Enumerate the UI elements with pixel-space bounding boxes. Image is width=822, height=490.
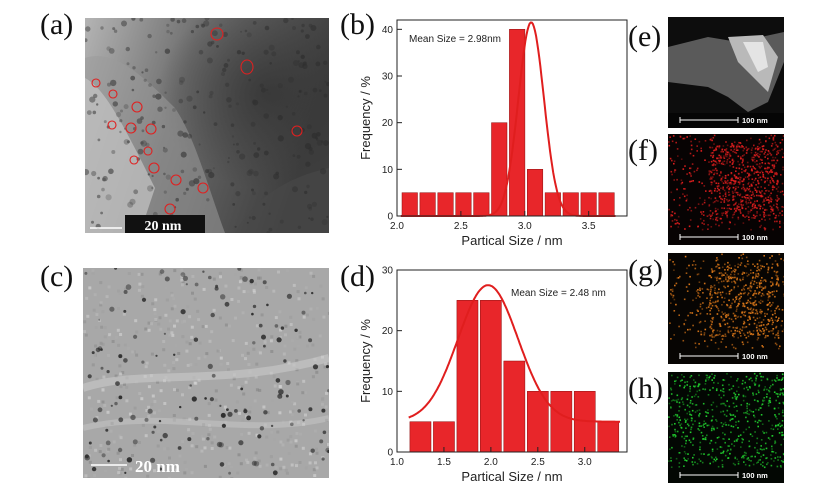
scale-bar-label-c: 20 nm: [135, 457, 180, 476]
x-axis-label: Partical Size / nm: [461, 469, 562, 484]
mean-size-annotation: Mean Size = 2.48 nm: [511, 288, 606, 299]
mean-size-annotation: Mean Size = 2.98nm: [409, 34, 501, 45]
y-tick-label: 0: [387, 448, 393, 459]
panel-label-f: (f): [628, 134, 658, 167]
y-tick-label: 10: [382, 165, 394, 176]
x-tick-label: 3.0: [578, 457, 592, 468]
y-tick-label: 30: [382, 266, 394, 277]
histogram-bar: [597, 421, 620, 453]
histogram-bar: [503, 360, 526, 453]
scale-bar-label-h: 100 nm: [742, 471, 768, 480]
panel-label-c: (c): [40, 260, 74, 293]
x-tick-label: 3.0: [518, 221, 532, 232]
scale-bar-label-g: 100 nm: [742, 352, 768, 361]
elemental-map-f: 100 nm: [668, 134, 784, 245]
y-tick-label: 10: [382, 387, 394, 398]
histogram-bar: [491, 122, 508, 217]
y-tick-label: 0: [387, 212, 393, 223]
x-tick-label: 1.0: [390, 457, 404, 468]
x-tick-label: 2.5: [531, 457, 545, 468]
histogram-bar: [456, 300, 479, 453]
elemental-map-g: 100 nm: [668, 253, 784, 364]
histogram-bar: [480, 300, 502, 453]
panel-label-a: (a): [40, 8, 74, 41]
x-tick-label: 1.5: [437, 457, 451, 468]
histogram-bar: [562, 192, 579, 217]
histogram-bar: [473, 192, 490, 217]
histogram-bar: [550, 391, 573, 453]
gaussian-fit-curve: [400, 21, 616, 217]
y-tick-label: 30: [382, 72, 394, 83]
y-tick-label: 20: [382, 118, 394, 129]
histogram-bar: [455, 192, 472, 217]
haadf-image-e: 100 nm: [668, 17, 784, 128]
plot-frame: [396, 269, 628, 453]
histogram-bar: [401, 192, 418, 217]
panel-label-b: (b): [340, 8, 375, 41]
histogram-bar: [419, 192, 436, 217]
histogram-bar: [527, 169, 544, 217]
panel-label-d: (d): [340, 260, 375, 293]
x-tick-label: 2.0: [484, 457, 498, 468]
panel-label-g: (g): [628, 254, 663, 287]
y-axis-label: Frequency / %: [358, 319, 373, 403]
scale-bar-label-e: 100 nm: [742, 116, 768, 125]
histogram-bar: [598, 192, 615, 217]
histogram-b: 2.0 2.5 3.0 3.5 0 10 20 30 40 Partical Size / nm F…: [345, 12, 635, 252]
gaussian-fit-curve: [408, 284, 620, 423]
histogram-d: 1.0 1.5 2.0 2.5 3.0 0 10 20 30 Partical Size / nm…: [345, 262, 635, 488]
histogram-bar: [409, 421, 432, 453]
histogram-bar: [437, 192, 454, 217]
y-axis-label: Frequency / %: [358, 76, 373, 160]
panel-label-e: (e): [628, 20, 662, 53]
x-axis-label: Partical Size / nm: [461, 233, 562, 248]
x-tick-label: 3.5: [582, 221, 596, 232]
scale-bar-label-f: 100 nm: [742, 233, 768, 242]
y-tick-label: 40: [382, 25, 394, 36]
elemental-map-h: 100 nm: [668, 372, 784, 483]
panel-label-h: (h): [628, 372, 663, 405]
plot-frame: [396, 19, 628, 217]
tem-image-c: 20 nm: [83, 268, 329, 478]
tem-image-a: 20 nm: [85, 18, 329, 233]
x-tick-label: 2.5: [454, 221, 468, 232]
x-tick-label: 2.0: [390, 221, 404, 232]
scale-bar-label-a: 20 nm: [145, 219, 182, 233]
y-tick-label: 20: [382, 326, 394, 337]
